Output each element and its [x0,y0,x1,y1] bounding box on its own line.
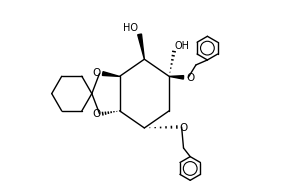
Text: HO: HO [123,23,138,33]
Polygon shape [138,34,144,59]
Text: O: O [93,109,101,119]
Text: OH: OH [174,41,189,51]
Text: O: O [93,68,101,78]
Text: O: O [180,123,188,133]
Text: O: O [186,73,195,83]
Polygon shape [169,76,184,79]
Polygon shape [102,72,119,76]
